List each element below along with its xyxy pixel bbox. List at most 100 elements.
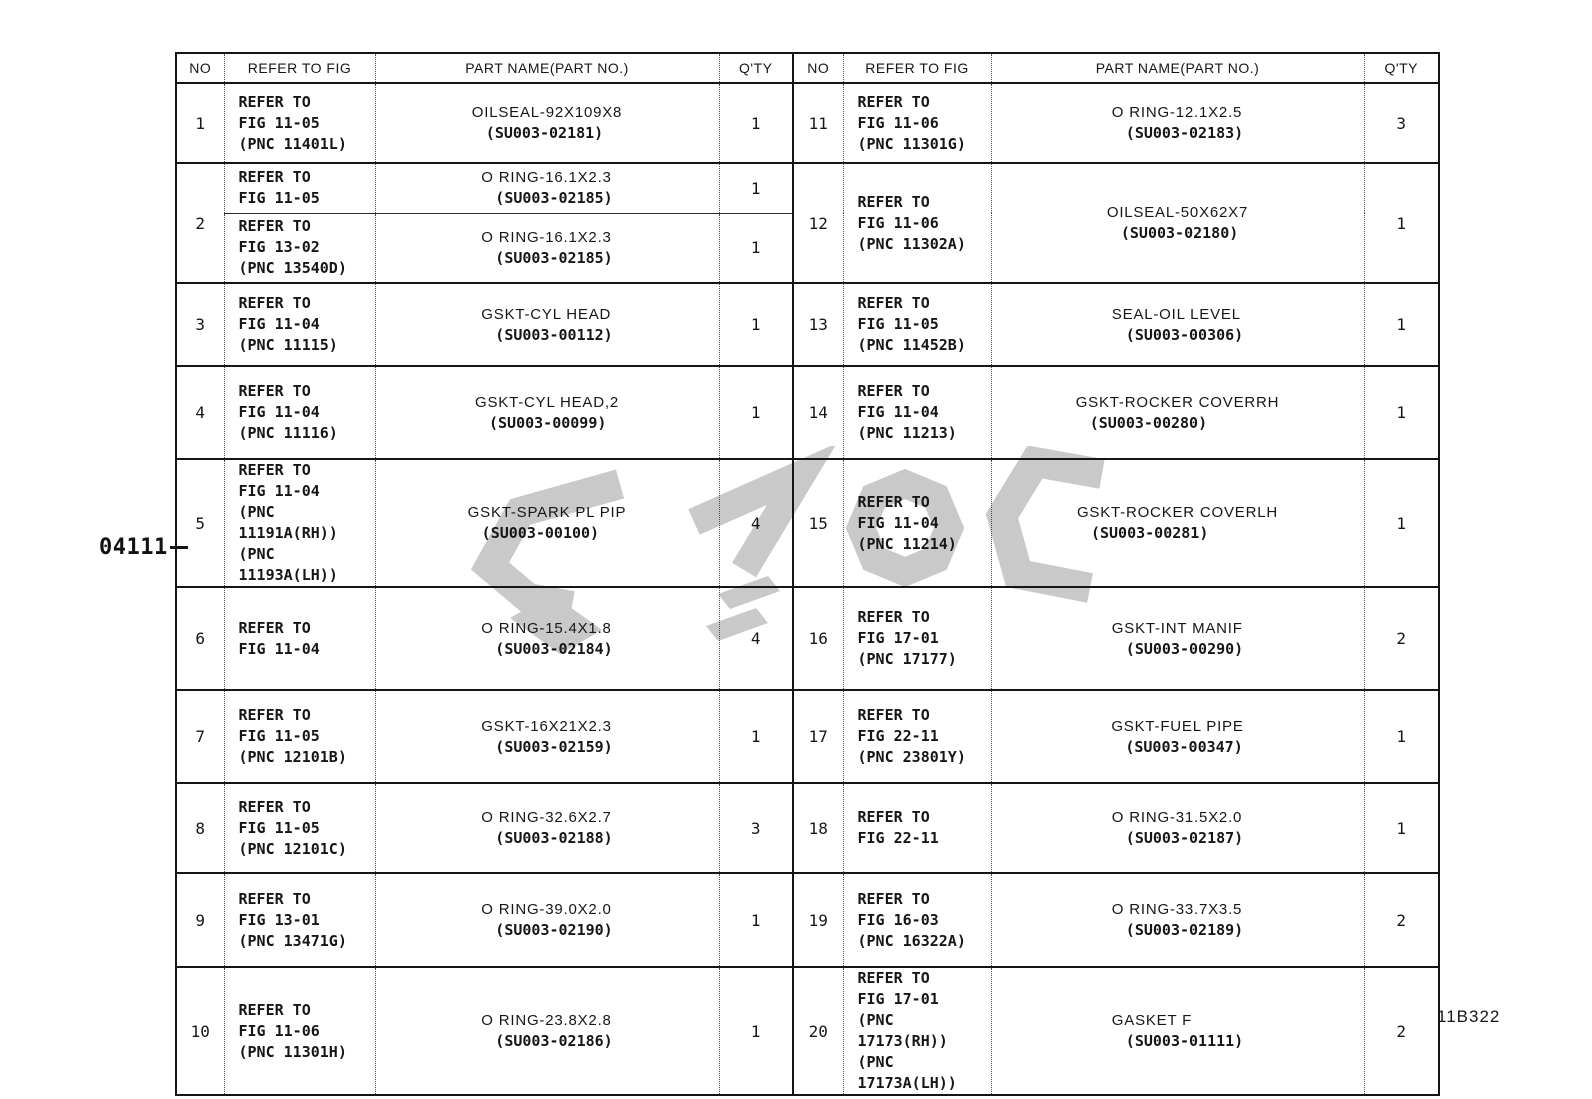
no-cell: 3	[175, 282, 224, 366]
part-number: (SU003-00112)	[495, 325, 613, 344]
part-name-cell: O RING-33.7X3.5 (SU003-02189)	[990, 872, 1364, 967]
table-row: 1 REFER TO FIG 11-05 (PNC 11401L) OILSEA…	[175, 82, 1439, 163]
part-text: GSKT-CYL HEAD (SU003-00112)	[481, 305, 612, 345]
qty-cell: 4	[718, 586, 793, 690]
part-name-cell: O RING-12.1X2.5 (SU003-02183)	[990, 82, 1364, 163]
no-cell: 1	[175, 82, 224, 163]
refer-cell: REFER TO FIG 11-05 (PNC 12101C)	[223, 782, 375, 873]
no-cell: 9	[175, 872, 224, 967]
no-cell: 10	[175, 966, 224, 1095]
col-header-part: PART NAME(PART NO.)	[374, 52, 719, 83]
part-number: (SU003-00100)	[481, 524, 600, 542]
part-number: (SU003-02190)	[495, 921, 613, 939]
part-name: GSKT-SPARK PL PIP	[467, 504, 627, 521]
no-cell: 17	[792, 689, 843, 783]
part-name: GASKET F	[1111, 1012, 1193, 1029]
part-text: O RING-16.1X2.3 (SU003-02185)	[481, 228, 612, 268]
refer-cell: REFER TO FIG 11-06 (PNC 11301H)	[223, 966, 375, 1095]
part-name-cell: O RING-16.1X2.3 (SU003-02185)	[374, 162, 719, 213]
part-name-cell: SEAL-OIL LEVEL (SU003-00306)	[990, 282, 1364, 366]
col-header-no-2: NO	[792, 52, 843, 83]
part-number: (SU003-02186)	[495, 1032, 613, 1050]
part-text: OILSEAL-92X109X8 (SU003-02181)	[472, 103, 622, 143]
part-text: O RING-16.1X2.3 (SU003-02185)	[481, 168, 612, 208]
part-name: O RING-32.6X2.7	[481, 809, 612, 826]
qty-cell: 1	[718, 82, 793, 163]
refer-cell: REFER TO FIG 11-06 (PNC 11301G)	[842, 82, 991, 163]
part-text: GSKT-CYL HEAD,2 (SU003-00099)	[475, 393, 619, 433]
table-row: 7 REFER TO FIG 11-05 (PNC 12101B) GSKT-1…	[175, 689, 1439, 783]
refer-cell: REFER TO FIG 11-05 (PNC 11401L)	[223, 82, 375, 163]
part-number: (SU003-02187)	[1125, 829, 1244, 847]
part-text: O RING-15.4X1.8 (SU003-02184)	[481, 619, 612, 659]
part-name-cell: O RING-39.0X2.0 (SU003-02190)	[374, 872, 719, 967]
refer-cell: REFER TO FIG 11-04 (PNC 11214)	[842, 458, 991, 587]
no-cell: 7	[175, 689, 224, 783]
col-header-qty: Q'TY	[718, 52, 793, 83]
part-number: (SU003-02184)	[495, 639, 613, 658]
part-name-cell: GSKT-CYL HEAD (SU003-00112)	[374, 282, 719, 366]
part-text: GSKT-SPARK PL PIP (SU003-00100)	[468, 503, 627, 543]
qty-cell: 1	[718, 966, 793, 1095]
refer-cell: REFER TO FIG 17-01 (PNC 17177)	[842, 586, 991, 690]
part-name-cell: O RING-31.5X2.0 (SU003-02187)	[990, 782, 1364, 873]
table-row: 6 REFER TO FIG 11-04 O RING-15.4X1.8 (SU0…	[175, 586, 1439, 690]
part-text: GSKT-FUEL PIPE (SU003-00347)	[1111, 717, 1243, 757]
qty-cell: 3	[718, 782, 793, 873]
no-cell: 13	[792, 282, 843, 366]
part-text: GSKT-16X21X2.3 (SU003-02159)	[481, 717, 612, 757]
no-cell: 4	[175, 365, 224, 459]
refer-cell: REFER TO FIG 11-04 (PNC 11191A(RH)) (PNC…	[223, 458, 375, 587]
part-name: O RING-16.1X2.3	[481, 228, 612, 246]
part-number: (SU003-02188)	[495, 829, 613, 847]
no-cell: 18	[792, 782, 843, 873]
part-text: O RING-12.1X2.5 (SU003-02183)	[1112, 103, 1243, 143]
qty-cell: 3	[1363, 82, 1439, 163]
qty-cell: 2	[1363, 966, 1439, 1095]
part-text: GASKET F (SU003-01111)	[1112, 1011, 1243, 1051]
col-header-no: NO	[175, 52, 224, 83]
part-number: (SU003-02181)	[485, 124, 604, 142]
part-text: O RING-32.6X2.7 (SU003-02188)	[481, 808, 612, 848]
qty-cell: 1	[1363, 458, 1439, 587]
part-number: (SU003-00290)	[1125, 639, 1244, 658]
part-name-cell: GASKET F (SU003-01111)	[990, 966, 1364, 1095]
part-number: (SU003-02185)	[495, 248, 613, 267]
part-name-cell: O RING-32.6X2.7 (SU003-02188)	[374, 782, 719, 873]
part-number: (SU003-00099)	[489, 413, 607, 432]
part-number: (SU003-02183)	[1125, 124, 1244, 142]
part-name-cell: GSKT-SPARK PL PIP (SU003-00100)	[374, 458, 719, 587]
qty-cell: 1	[1363, 365, 1439, 459]
part-number: (SU003-00281)	[1090, 524, 1209, 542]
qty-cell: 1	[718, 282, 793, 366]
qty-cell: 1	[718, 212, 793, 283]
part-name: O RING-33.7X3.5	[1111, 901, 1243, 918]
part-name: GSKT-CYL HEAD,2	[475, 393, 619, 411]
refer-cell: REFER TO FIG 11-04	[223, 586, 375, 690]
part-text: GSKT-INT MANIF (SU003-00290)	[1112, 619, 1243, 659]
qty-cell: 2	[1363, 586, 1439, 690]
col-header-part-2: PART NAME(PART NO.)	[990, 52, 1364, 83]
part-name: GSKT-16X21X2.3	[481, 717, 612, 735]
refer-cell: REFER TO FIG 22-11	[842, 782, 991, 873]
part-name: GSKT-ROCKER COVERRH	[1075, 393, 1280, 411]
part-name: O RING-31.5X2.0	[1111, 809, 1243, 826]
part-text: O RING-31.5X2.0 (SU003-02187)	[1112, 808, 1243, 848]
part-text: O RING-39.0X2.0 (SU003-02190)	[481, 900, 612, 940]
no-cell: 11	[792, 82, 843, 163]
col-header-qty-2: Q'TY	[1363, 52, 1439, 83]
refer-cell: REFER TO FIG 22-11 (PNC 23801Y)	[842, 689, 991, 783]
table-row: 9 REFER TO FIG 13-01 (PNC 13471G) O RING…	[175, 872, 1439, 967]
refer-cell: REFER TO FIG 11-04 (PNC 11115)	[223, 282, 375, 366]
no-cell: 19	[792, 872, 843, 967]
part-text: O RING-33.7X3.5 (SU003-02189)	[1112, 900, 1243, 940]
table-row: 3 REFER TO FIG 11-04 (PNC 11115) GSKT-CY…	[175, 282, 1439, 366]
no-cell: 6	[175, 586, 224, 690]
no-cell: 12	[792, 162, 843, 283]
part-name: O RING-39.0X2.0	[481, 901, 612, 918]
table-row: 5 REFER TO FIG 11-04 (PNC 11191A(RH)) (P…	[175, 458, 1439, 587]
part-name-cell: GSKT-FUEL PIPE (SU003-00347)	[990, 689, 1364, 783]
refer-cell: REFER TO FIG 13-01 (PNC 13471G)	[223, 872, 375, 967]
parts-table: NO REFER TO FIG PART NAME(PART NO.) Q'TY…	[175, 52, 1440, 1096]
header-row: NO REFER TO FIG PART NAME(PART NO.) Q'TY…	[175, 52, 1439, 83]
